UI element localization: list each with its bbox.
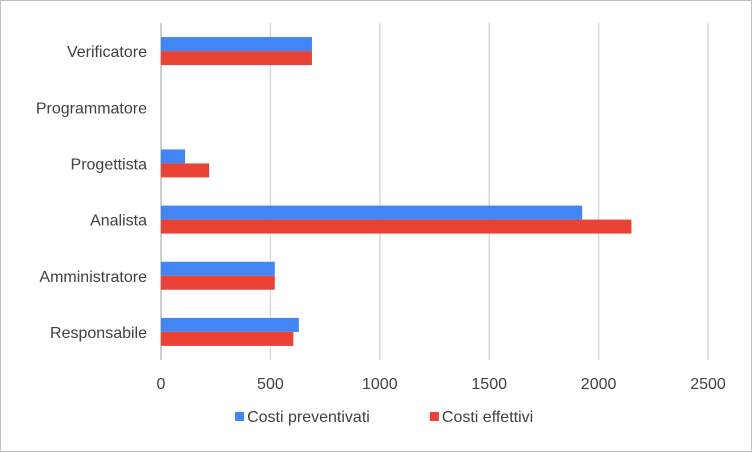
category-label-analista: Analista bbox=[90, 213, 147, 230]
category-label-verificatore: Verificatore bbox=[67, 44, 147, 61]
bar-costi-preventivati-verificatore bbox=[161, 37, 312, 52]
gridlines bbox=[160, 23, 709, 360]
x-tick-label-500: 500 bbox=[257, 376, 284, 393]
legend-label-costi-effettivi: Costi effettivi bbox=[442, 409, 533, 426]
bar-costi-preventivati-amministratore bbox=[161, 261, 275, 276]
x-tick-label-1000: 1000 bbox=[362, 376, 398, 393]
category-label-progettista: Progettista bbox=[71, 156, 148, 173]
legend-swatch-costi-effettivi bbox=[429, 412, 439, 421]
x-tick-label-2500: 2500 bbox=[690, 376, 726, 393]
x-tick-label-2000: 2000 bbox=[581, 376, 617, 393]
x-tick-labels: 0 500 1000 1500 2000 2500 bbox=[157, 376, 726, 393]
bar-costi-effettivi-analista bbox=[161, 219, 632, 234]
category-label-amministratore: Amministratore bbox=[39, 269, 147, 286]
x-tick-label-1500: 1500 bbox=[471, 376, 507, 393]
category-labels: Verificatore Programmatore Progettista Anal… bbox=[36, 44, 147, 342]
legend-swatch-costi-preventivati bbox=[235, 412, 245, 421]
bar-costi-effettivi-verificatore bbox=[161, 51, 312, 66]
x-tick-label-0: 0 bbox=[157, 376, 166, 393]
bar-costi-preventivati-progettista bbox=[161, 149, 186, 164]
bars bbox=[161, 37, 632, 346]
legend: Costi preventivati Costi effettivi bbox=[235, 409, 533, 426]
legend-label-costi-preventivati: Costi preventivati bbox=[247, 409, 370, 426]
bar-costi-effettivi-progettista bbox=[161, 163, 210, 178]
category-label-responsabile: Responsabile bbox=[50, 325, 147, 342]
bar-costi-preventivati-responsabile bbox=[161, 317, 299, 332]
bar-costi-effettivi-amministratore bbox=[161, 275, 275, 290]
bar-costi-preventivati-analista bbox=[161, 205, 583, 220]
category-label-programmatore: Programmatore bbox=[36, 100, 147, 117]
bar-costi-effettivi-responsabile bbox=[161, 331, 294, 346]
